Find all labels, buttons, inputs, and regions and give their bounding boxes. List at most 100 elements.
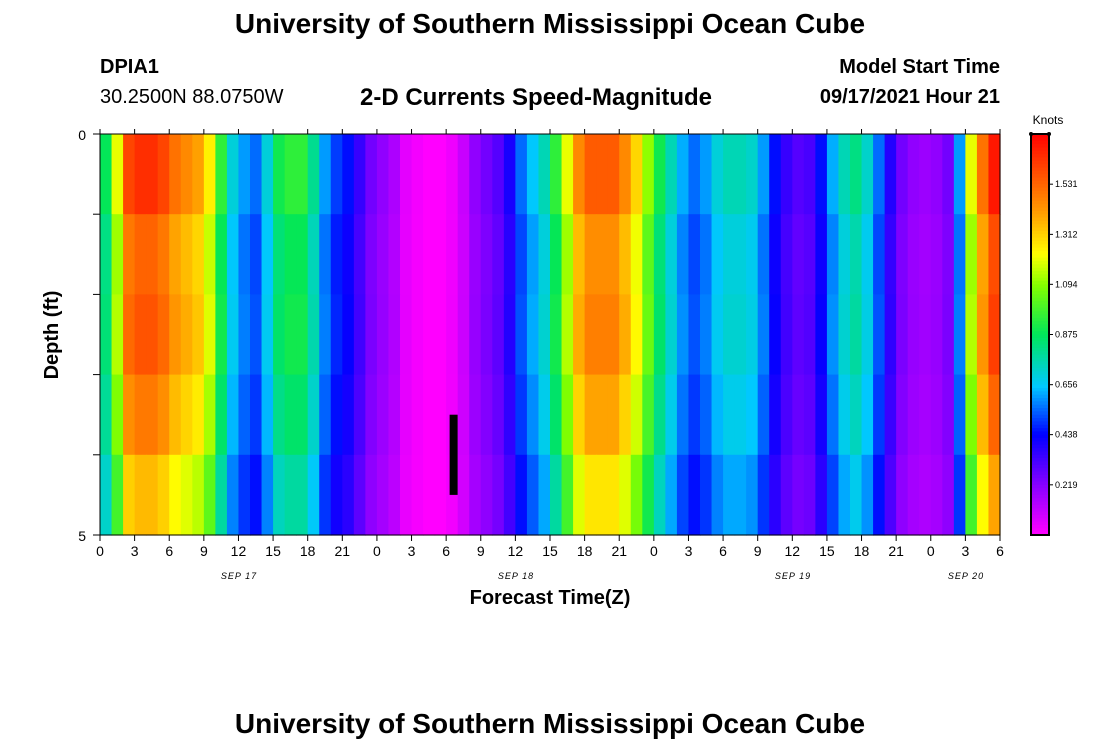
heatmap-cell: [134, 134, 147, 215]
colorbar-segment: [1031, 391, 1049, 396]
heatmap-cell: [273, 134, 286, 215]
heatmap-cell: [353, 134, 366, 215]
heatmap-cell: [273, 294, 286, 376]
heatmap-cell: [123, 134, 136, 215]
heatmap-cell: [284, 214, 297, 295]
heatmap-cell: [919, 214, 932, 295]
heatmap-cell: [503, 134, 516, 215]
heatmap-cell: [111, 374, 124, 456]
heatmap-cell: [561, 214, 574, 295]
heatmap-cell: [688, 294, 701, 376]
y-tick-label: 5: [78, 528, 86, 544]
heatmap-cell: [342, 454, 355, 536]
heatmap-cell: [261, 134, 274, 215]
colorbar-segment: [1031, 438, 1049, 443]
colorbar-segment: [1031, 414, 1049, 419]
heatmap-cell: [596, 374, 609, 456]
heatmap-cell: [884, 214, 897, 295]
x-tick-label: 0: [96, 543, 104, 559]
heatmap-cell: [711, 214, 724, 295]
colorbar-segment: [1031, 144, 1049, 148]
heatmap-cell: [573, 454, 586, 536]
heatmap-cell: [261, 374, 274, 456]
heatmap-cell: [838, 294, 851, 376]
colorbar-segment: [1031, 347, 1049, 352]
heatmap-cell: [296, 294, 309, 376]
heatmap-cell: [607, 134, 620, 215]
heatmap-cell: [515, 294, 528, 376]
heatmap-cell: [503, 454, 516, 536]
heatmap-cell: [238, 134, 251, 215]
heatmap-cell: [169, 214, 182, 295]
heatmap-cell: [746, 134, 759, 215]
heatmap-cell: [700, 214, 713, 295]
colorbar-segment: [1031, 250, 1049, 255]
heatmap-cell: [180, 214, 193, 295]
heatmap-cell: [353, 214, 366, 295]
heatmap-cell: [388, 374, 401, 456]
heatmap-cell: [250, 454, 263, 536]
heatmap-cell: [907, 134, 920, 215]
heatmap-cell: [596, 134, 609, 215]
heatmap-cell: [803, 134, 816, 215]
heatmap-cell: [861, 374, 874, 456]
heatmap-cell: [192, 294, 205, 376]
colorbar-segment: [1031, 237, 1049, 242]
x-tick-label: 18: [854, 543, 870, 559]
colorbar-segment: [1031, 458, 1049, 463]
heatmap-cell: [492, 134, 505, 215]
colorbar-cap: [1029, 132, 1033, 136]
heatmap-cell: [596, 294, 609, 376]
heatmap-cell: [700, 374, 713, 456]
colorbar-segment: [1031, 511, 1049, 516]
heatmap-cell: [342, 374, 355, 456]
heatmap-cell: [826, 214, 840, 295]
heatmap-cell: [192, 374, 205, 456]
x-axis: 0 3 6 9 12 15 18 21 0 3 6 9 12 15 18 21 0 3 6 9 12 15 18 21 0 3 6 S…: [96, 129, 1004, 581]
heatmap-cell: [342, 214, 355, 295]
colorbar-tick-label: 1.531: [1055, 179, 1078, 189]
heatmap-cell: [319, 214, 332, 295]
heatmap-cell: [180, 134, 193, 215]
heatmap-cell: [111, 134, 124, 215]
heatmap-cell: [238, 294, 251, 376]
heatmap-cell: [538, 214, 551, 295]
heatmap-cell: [873, 134, 886, 215]
x-tick-label: 6: [165, 543, 173, 559]
x-tick-label: 3: [131, 543, 139, 559]
heatmap-cell: [226, 214, 240, 295]
colorbar-segment: [1031, 227, 1049, 232]
heatmap-cell: [988, 454, 1001, 536]
heatmap-cell: [988, 294, 1001, 376]
current-time-marker: [449, 414, 458, 495]
heatmap-cell: [976, 374, 990, 456]
heatmap-cell: [607, 294, 620, 376]
colorbar-segment: [1031, 297, 1049, 302]
colorbar-segment: [1031, 441, 1049, 446]
heatmap-cell: [792, 294, 805, 376]
colorbar-segment: [1031, 174, 1049, 179]
heatmap-cell: [238, 374, 251, 456]
heatmap-cell: [676, 294, 690, 376]
heatmap-cell: [573, 294, 586, 376]
heatmap-cell: [480, 374, 493, 456]
heatmap-cell: [215, 454, 228, 536]
colorbar-segment: [1031, 501, 1049, 506]
heatmap-cell: [388, 454, 401, 536]
heatmap-cell: [561, 374, 574, 456]
colorbar-segment: [1031, 210, 1049, 215]
heatmap-cell: [584, 134, 597, 215]
heatmap-cell: [746, 214, 759, 295]
heatmap-cell: [123, 214, 136, 295]
x-tick-label: 9: [200, 543, 208, 559]
heatmap-cell: [215, 294, 228, 376]
heatmap-cell: [273, 374, 286, 456]
heatmap-cell: [411, 134, 424, 215]
colorbar-segment: [1031, 521, 1049, 526]
colorbar: 1.531 1.312 1.094 0.875 0.656 0.438 0.219: [1029, 132, 1078, 536]
colorbar-segment: [1031, 504, 1049, 509]
heatmap-cell: [123, 374, 136, 456]
x-tick-label: 6: [996, 543, 1004, 559]
colorbar-segment: [1031, 167, 1049, 172]
colorbar-segment: [1031, 461, 1049, 466]
